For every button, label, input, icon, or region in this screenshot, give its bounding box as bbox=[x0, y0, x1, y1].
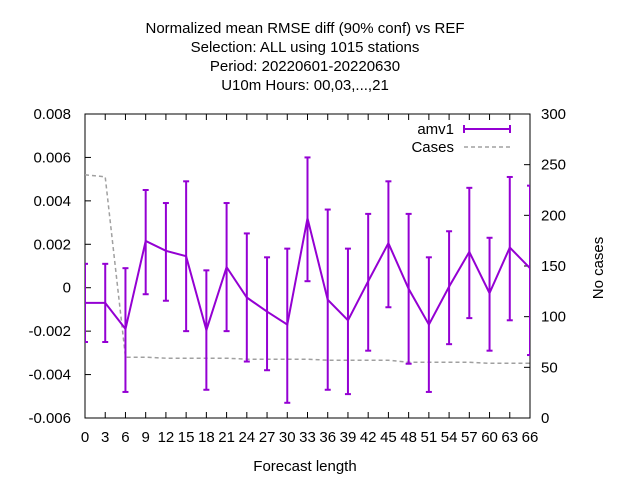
series-cases-line bbox=[85, 174, 530, 365]
x-tick-label: 21 bbox=[218, 429, 235, 446]
amv1-errorbar bbox=[85, 262, 88, 343]
title-line-3: Period: 20220601-20220630 bbox=[210, 58, 400, 75]
x-tick-label: 15 bbox=[178, 429, 195, 446]
title-line-4: U10m Hours: 00,03,...,21 bbox=[221, 77, 389, 94]
x-tick-label: 33 bbox=[299, 429, 316, 446]
x-tick-label: 3 bbox=[101, 429, 109, 446]
x-tick-label: 36 bbox=[319, 429, 336, 446]
y-tick-label: 0.008 bbox=[33, 106, 71, 123]
x-tick-label: 30 bbox=[279, 429, 296, 446]
y2-tick-label: 250 bbox=[541, 157, 566, 174]
y-tick-label: -0.006 bbox=[28, 410, 71, 427]
amv1-errorbar bbox=[122, 267, 129, 393]
y2-tick-label: 200 bbox=[541, 207, 566, 224]
amv1-errorbar bbox=[304, 156, 311, 283]
x-tick-label: 51 bbox=[421, 429, 438, 446]
x-tick-label: 0 bbox=[81, 429, 89, 446]
plot-area: -0.006 -0.004 -0.002 0 0.002 0.004 0.006 0.008 0… bbox=[28, 106, 566, 446]
x-tick-label: 57 bbox=[461, 429, 478, 446]
x-tick-label: 60 bbox=[481, 429, 498, 446]
legend-label-cases: Cases bbox=[411, 139, 454, 156]
x-tick-label: 42 bbox=[360, 429, 377, 446]
x-tick-label: 54 bbox=[441, 429, 458, 446]
amv1-errorbar bbox=[527, 184, 530, 357]
amv1-errorbar bbox=[284, 247, 291, 404]
amv1-errorbar bbox=[405, 212, 412, 365]
amv1-errorbar bbox=[102, 262, 109, 343]
amv1-errorbar bbox=[264, 256, 271, 372]
amv1-errorbar bbox=[365, 212, 372, 352]
amv1-errorbar bbox=[466, 186, 473, 320]
y-tick-label: 0.006 bbox=[33, 149, 71, 166]
chart-title: Normalized mean RMSE diff (90% conf) vs … bbox=[146, 20, 465, 94]
amv1-errorbar bbox=[142, 189, 149, 296]
x-tick-label: 48 bbox=[400, 429, 417, 446]
y2-tick-label: 100 bbox=[541, 309, 566, 326]
title-line-2: Selection: ALL using 1015 stations bbox=[191, 39, 420, 56]
y2-tick-label: 300 bbox=[541, 106, 566, 123]
x-tick-label: 45 bbox=[380, 429, 397, 446]
x-axis-label: Forecast length bbox=[253, 458, 356, 475]
x-tick-label: 18 bbox=[198, 429, 215, 446]
y-tick-label: -0.002 bbox=[28, 323, 71, 340]
amv1-errorbar bbox=[183, 180, 190, 333]
amv1-errorbar bbox=[203, 269, 210, 391]
amv1-errorbar bbox=[324, 208, 331, 391]
amv1-errorbar bbox=[385, 180, 392, 309]
y-tick-label: 0 bbox=[63, 280, 71, 297]
x-tick-label: 66 bbox=[522, 429, 539, 446]
amv1-errorbar bbox=[425, 256, 432, 393]
x-tick-label: 24 bbox=[238, 429, 255, 446]
x-tick-label: 9 bbox=[142, 429, 150, 446]
amv1-errorbar bbox=[506, 175, 513, 322]
legend-swatch-amv1 bbox=[463, 125, 511, 133]
y2-tick-label: 0 bbox=[541, 410, 549, 427]
x-tick-label: 6 bbox=[121, 429, 129, 446]
y2-tick-label: 50 bbox=[541, 359, 558, 376]
amv1-errorbar bbox=[486, 236, 493, 352]
legend: amv1 Cases bbox=[411, 121, 511, 156]
y-tick-label: 0.004 bbox=[33, 193, 71, 210]
y-tick-label: 0.002 bbox=[33, 236, 71, 253]
amv1-errorbar bbox=[243, 232, 250, 363]
x-tick-label: 39 bbox=[340, 429, 357, 446]
y2-tick-label: 150 bbox=[541, 258, 566, 275]
y-tick-label: -0.004 bbox=[28, 367, 71, 384]
amv1-errorbar bbox=[223, 202, 230, 333]
title-line-1: Normalized mean RMSE diff (90% conf) vs … bbox=[146, 20, 465, 37]
legend-label-amv1: amv1 bbox=[417, 121, 454, 138]
x-tick-label: 12 bbox=[158, 429, 175, 446]
x-tick-label: 63 bbox=[501, 429, 518, 446]
amv1-errorbar bbox=[446, 230, 453, 346]
amv1-errorbar bbox=[162, 202, 169, 302]
x-tick-label: 27 bbox=[259, 429, 276, 446]
y2-axis-label: No cases bbox=[590, 237, 607, 300]
data-layer bbox=[85, 156, 530, 404]
amv1-errorbar bbox=[344, 247, 351, 396]
